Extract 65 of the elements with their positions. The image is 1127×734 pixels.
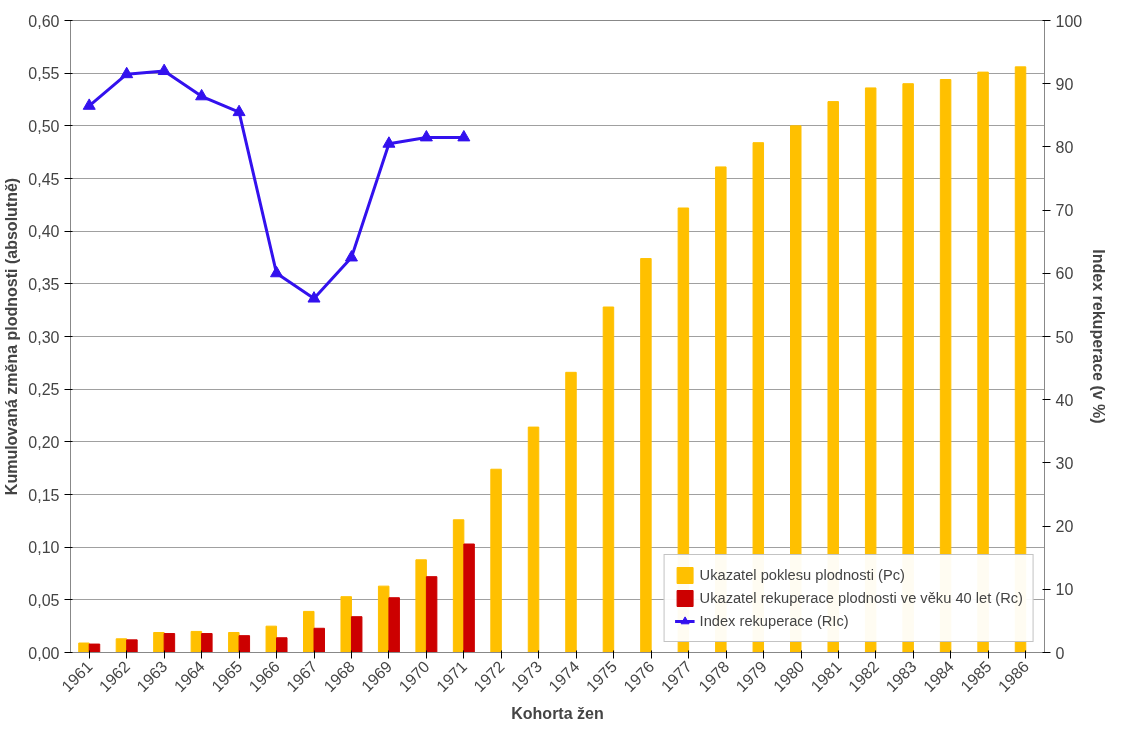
bar bbox=[313, 627, 325, 653]
bar bbox=[88, 643, 101, 653]
point bbox=[157, 63, 171, 76]
bar bbox=[153, 631, 165, 653]
point bbox=[382, 136, 396, 148]
point bbox=[270, 265, 284, 278]
y2-tick-label: 40 bbox=[1055, 391, 1074, 409]
point bbox=[232, 104, 246, 117]
bar bbox=[640, 258, 652, 653]
point bbox=[82, 98, 96, 110]
y-tick-label: 0,30 bbox=[28, 328, 60, 346]
legend-label: Index rekuperace (RIc) bbox=[699, 613, 849, 629]
point bbox=[120, 66, 134, 79]
y2-tick-label: 100 bbox=[1055, 12, 1083, 30]
legend-label: Ukazatel rekuperace plodnosti ve věku 40 let (Rc) bbox=[699, 590, 1023, 606]
y2-tick-label: 90 bbox=[1055, 75, 1074, 93]
y-tick-label: 0,50 bbox=[28, 117, 60, 135]
y-tick-label: 0,60 bbox=[28, 12, 60, 30]
point bbox=[457, 129, 471, 142]
bar bbox=[527, 426, 540, 653]
x-axis-title: Kohorta žen bbox=[511, 705, 604, 723]
bar bbox=[377, 585, 390, 653]
point bbox=[307, 291, 321, 303]
y-tick-label: 0,00 bbox=[28, 644, 60, 662]
point bbox=[419, 129, 433, 142]
legend-label: Ukazatel poklesu plodnosti (Pc) bbox=[699, 567, 905, 583]
bar bbox=[388, 597, 400, 653]
bar bbox=[415, 559, 427, 653]
y-tick-label: 0,40 bbox=[28, 223, 60, 241]
bar bbox=[238, 635, 251, 653]
y2-tick-label: 50 bbox=[1055, 328, 1074, 346]
y-tick-label: 0,35 bbox=[28, 275, 60, 293]
point bbox=[344, 250, 358, 262]
bar bbox=[190, 630, 203, 653]
y2-tick-label: 10 bbox=[1055, 581, 1074, 599]
y-tick-label: 0,20 bbox=[28, 433, 60, 451]
bar bbox=[602, 306, 615, 653]
bar bbox=[565, 371, 577, 653]
y2-tick-label: 20 bbox=[1055, 518, 1074, 536]
y2-axis-title: Index rekuperace (v %) bbox=[1090, 249, 1108, 424]
y-tick-label: 0,25 bbox=[28, 381, 60, 399]
y2-tick-label: 80 bbox=[1055, 138, 1074, 156]
bar bbox=[163, 633, 176, 653]
bar bbox=[126, 639, 138, 653]
point bbox=[195, 88, 209, 101]
y2-tick-label: 0 bbox=[1055, 644, 1065, 662]
y2-tick-label: 60 bbox=[1055, 265, 1074, 283]
y-tick-label: 0,05 bbox=[28, 591, 60, 609]
bar bbox=[78, 642, 90, 653]
bar bbox=[425, 576, 438, 653]
y2-tick-label: 70 bbox=[1055, 202, 1074, 220]
y-tick-label: 0,45 bbox=[28, 170, 60, 188]
y-tick-label: 0,55 bbox=[28, 65, 60, 83]
bar bbox=[201, 633, 213, 653]
y-axis-title: Kumulovaná změna plodnosti (absolutně) bbox=[3, 177, 21, 496]
bar bbox=[490, 468, 502, 653]
bar bbox=[340, 596, 352, 653]
bar bbox=[265, 625, 278, 653]
y-tick-label: 0,10 bbox=[28, 539, 60, 557]
bar bbox=[463, 543, 475, 653]
bar bbox=[350, 616, 363, 653]
bar bbox=[276, 637, 288, 653]
bar bbox=[303, 610, 315, 653]
y-tick-label: 0,15 bbox=[28, 486, 60, 504]
y2-tick-label: 30 bbox=[1055, 454, 1074, 472]
